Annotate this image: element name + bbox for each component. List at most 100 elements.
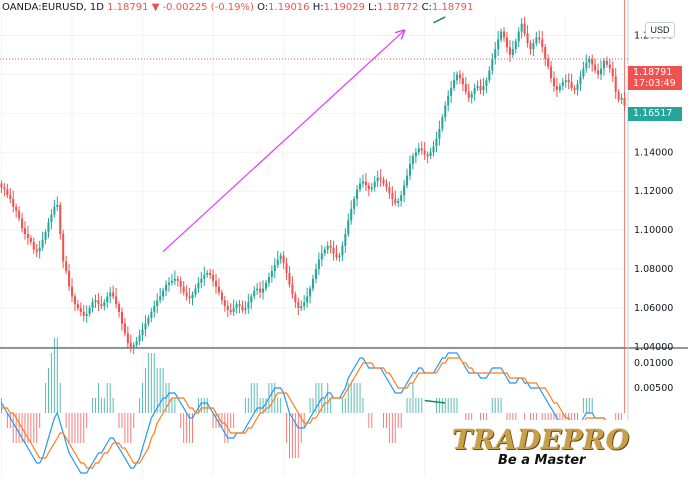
candle-body [191,294,194,299]
macd-indicator-pane[interactable]: 0.01000 0.00500 [0,0,673,474]
candle-bearish [238,299,241,314]
candle-bullish [397,198,400,208]
candle-body [273,265,276,272]
candle-bearish [220,289,223,305]
candle-bullish [535,31,538,47]
candle-bullish [309,285,312,304]
candle-bearish [32,237,35,254]
candle-body [323,249,326,254]
candle-bearish [332,240,335,261]
candle-bullish [150,307,153,323]
candle-bullish [602,57,605,76]
candle-body [306,296,309,303]
divergence-line-macd[interactable] [424,399,446,404]
candle-body [520,23,523,32]
candle-body [429,152,432,157]
candle-bullish [85,305,88,323]
candle-body [47,222,50,233]
candle-body [529,43,532,50]
candle-body [259,288,262,293]
candle-bullish [406,168,409,189]
candle-body [370,187,373,190]
candle-bullish [170,273,173,286]
candle-body [329,245,332,248]
candle-bullish [235,301,238,314]
candle-body [276,259,279,266]
trend-arrow[interactable] [162,31,404,253]
candle-bullish [400,190,403,207]
candle-body [597,70,600,75]
candle-bullish [167,277,171,292]
candle-body [497,39,500,50]
candle-body [167,282,171,285]
candle-body [400,195,403,201]
open-value: 1.19016 [268,2,310,13]
candle-body [335,253,338,258]
candle-bearish [259,281,262,299]
candle-body [159,296,162,301]
candle-bullish [109,286,112,304]
candle-body [214,280,218,287]
candle-bullish [306,288,309,308]
candle-body [591,58,594,65]
candle-body [382,179,385,184]
candle-bullish [38,240,41,259]
candle-body [100,304,103,307]
candle-body [614,76,617,92]
candle-bullish [411,153,414,170]
candle-bearish [573,85,576,95]
candle-bullish [156,293,159,314]
candle-body [503,31,506,38]
candle-bullish [564,74,567,88]
candle-body [68,271,71,287]
currency-button[interactable]: USD [645,22,675,38]
candle-body [256,288,259,291]
candle-bullish [317,252,320,275]
candle-bullish [203,266,206,286]
candle-bullish [414,148,417,164]
candle-body [458,74,461,79]
candle-bearish [120,307,123,331]
candle-bullish [244,301,247,315]
candle-bullish [482,77,485,96]
candle-body [620,97,623,100]
candle-body [388,187,391,194]
candle-body [561,82,564,87]
candle-bearish [76,299,79,311]
signal-line [1,357,623,469]
candle-body [206,273,209,275]
candle-body [26,234,29,238]
candle-body [106,296,109,303]
candle-body [15,206,18,211]
candle-bearish [464,77,467,95]
candle-body [0,183,3,188]
candle-bearish [65,255,68,274]
candle-bullish [256,282,259,295]
symbol-interval[interactable]: OANDA:EURUSD, 1D [2,2,104,13]
candle-body [197,282,200,289]
candle-body [485,80,488,87]
candle-bullish [473,83,476,101]
candle-bearish [467,83,470,103]
drawing-annotations[interactable] [162,16,446,404]
candle-body [188,296,191,299]
candle-body [129,343,132,347]
candle-bearish [382,176,385,187]
candle-body [288,273,291,285]
candle-body [41,239,44,248]
candle-bearish [541,30,544,53]
candle-body [165,284,168,291]
candle-body [135,341,138,346]
candle-body [432,146,435,153]
current-price-tag: 1.18791 17:03:49 [628,66,682,90]
candle-body [18,210,21,219]
candle-bullish [273,258,276,279]
candle-bearish [426,151,429,164]
candle-bullish [173,270,176,286]
candle-body [473,88,476,94]
candle-bullish [403,179,406,203]
price-axis-label: 1.10000 [634,225,673,236]
divergence-line-price[interactable] [433,16,446,24]
